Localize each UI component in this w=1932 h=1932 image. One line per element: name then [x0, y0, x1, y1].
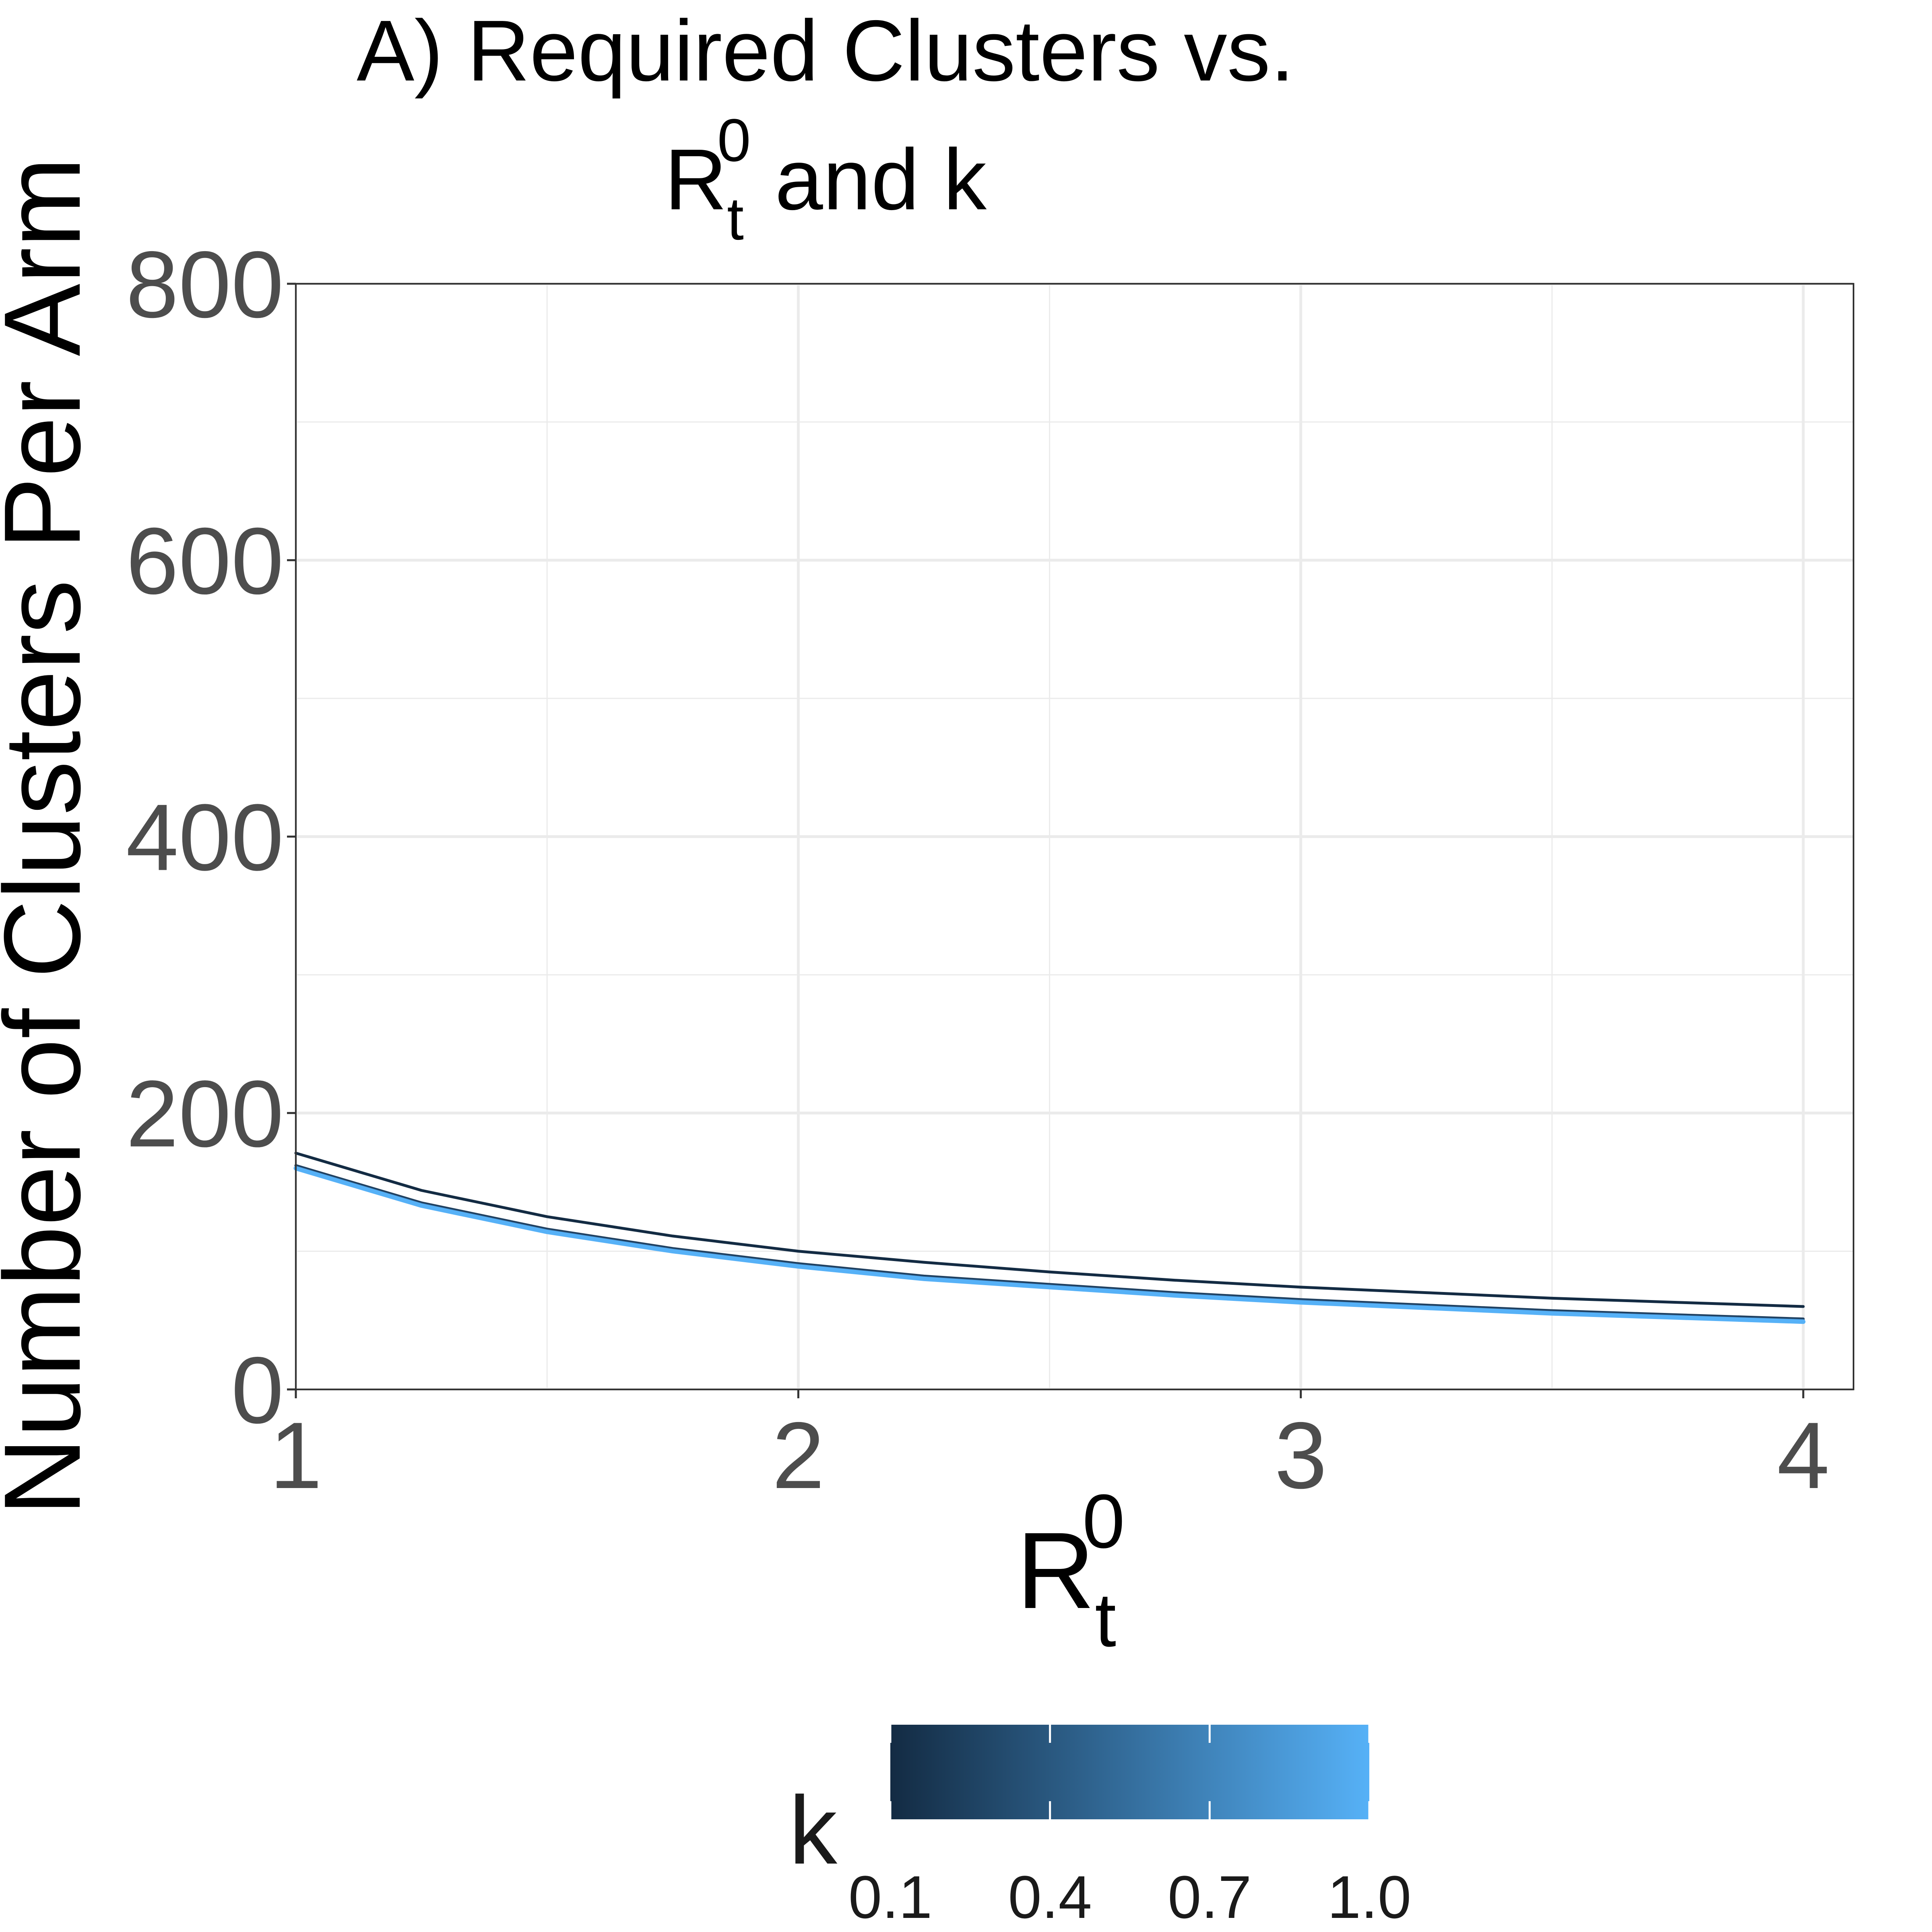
legend-tick-label: 0.4 [1008, 1863, 1092, 1931]
x-axis-title-sub: t [1095, 1577, 1116, 1663]
y-tick-label: 0 [231, 1337, 284, 1443]
x-axis-title-base: R [1016, 1510, 1095, 1631]
legend-ticks: 0.1 0.4 0.7 1.0 [848, 1725, 1412, 1931]
y-tick-label: 800 [126, 231, 284, 337]
chart-title-line2-sub: t [727, 185, 744, 252]
legend-colorbar [890, 1725, 1369, 1819]
legend-tick-label: 1.0 [1327, 1863, 1412, 1931]
legend-tick-label: 0.7 [1168, 1863, 1252, 1931]
x-tick-label: 1 [270, 1402, 322, 1508]
chart-title-line1: A) Required Clusters vs. [357, 2, 1294, 99]
chart-title-line2-sup: 0 [717, 106, 751, 174]
chart-title-line2-base: R [665, 131, 727, 228]
legend-title: k [789, 1776, 838, 1884]
y-axis-title: Number of Clusters Per Arm [0, 157, 103, 1516]
series-layer [293, 1152, 1806, 1324]
chart-title-line2-rest: and k [751, 131, 987, 228]
x-tick-label: 4 [1777, 1402, 1830, 1508]
grid-major [294, 282, 1854, 1391]
legend: k 0.1 0.4 0.7 1.0 [789, 1725, 1411, 1931]
series-line-k-0.1 [294, 1152, 1805, 1308]
x-axis-ticks: 1 2 3 4 [270, 1389, 1830, 1508]
y-tick-label: 600 [126, 508, 284, 614]
x-axis-title-sup: 0 [1082, 1479, 1125, 1564]
y-tick-label: 400 [126, 784, 284, 890]
x-tick-label: 2 [772, 1402, 825, 1508]
y-axis-ticks: 0 200 400 600 800 [126, 231, 296, 1443]
y-tick-label: 200 [126, 1061, 284, 1166]
x-axis-title: Rt 0 [1016, 1479, 1125, 1663]
legend-tick-label: 0.1 [848, 1863, 933, 1931]
chart-title-line2: Rt 0 and k [665, 106, 987, 252]
series-line-k-1 [293, 1166, 1806, 1324]
x-tick-label: 3 [1274, 1402, 1327, 1508]
